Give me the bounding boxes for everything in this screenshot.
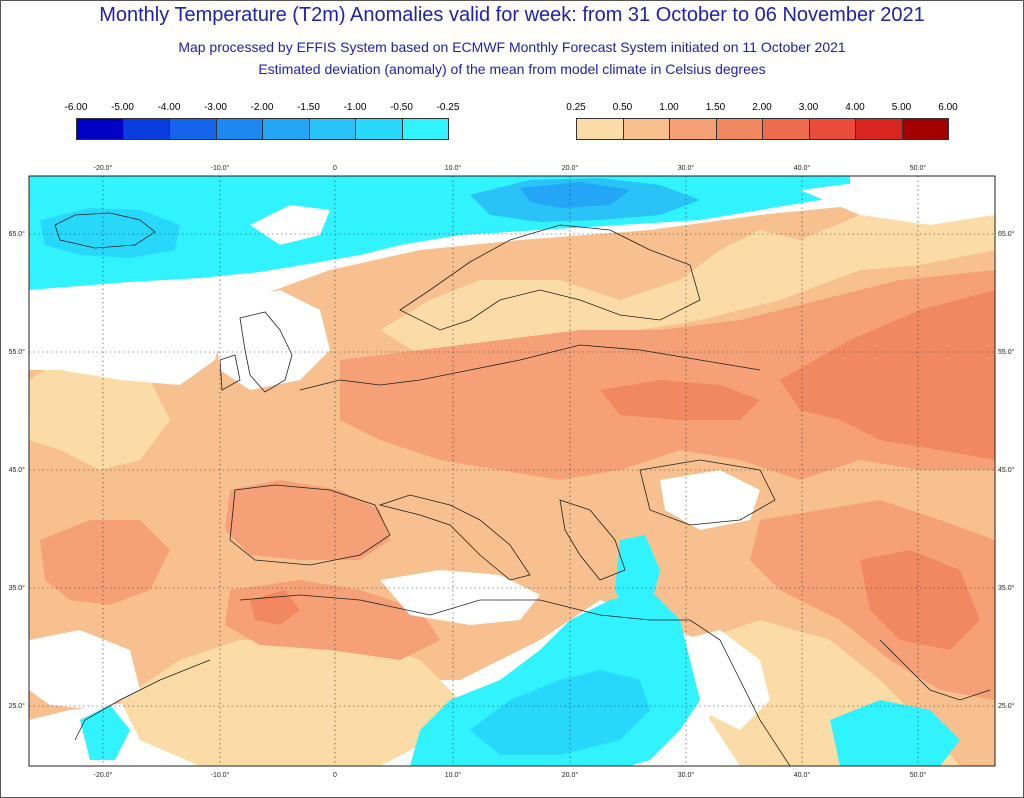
anomaly-region-cold-025-arabia [830,700,960,766]
longitude-tick-label: 50.0° [910,164,927,172]
anomaly-region-cold-025-mauritania [80,705,130,760]
colorbar-warm-label: 0.50 [612,102,633,113]
longitude-tick-label: 20.0° [562,771,579,779]
anomaly-region-warm-025-sahara [120,640,460,766]
latitude-labels-left: 65.0° 55.0° 45.0° 35.0° 25.0° [9,230,26,710]
colorbar-cold-label: -5.00 [111,102,134,113]
colorbar-cold-label: -2.00 [250,102,274,113]
anomaly-region-neutral-arctic-east [800,180,995,225]
longitude-tick-label: -20.0° [94,771,113,779]
colorbar-warm-label: 6.00 [938,102,958,113]
longitude-tick-label: 0 [333,772,337,779]
longitude-tick-label: 30.0° [678,164,695,172]
latitude-tick-label: 25.0° [998,702,1015,710]
longitude-labels-bottom: -20.0° -10.0° 0 10.0° 20.0° 30.0° 40.0° 50.0° [94,771,927,779]
colorbar-warm-label: 4.00 [845,102,865,113]
anomaly-region-cold-150-scandinavia [520,182,630,208]
longitude-tick-label: 40.0° [794,771,811,779]
map-border [28,175,996,767]
anomaly-region-warm-150-russia [780,290,995,460]
colorbar-cold-label: -3.00 [204,102,227,113]
latitude-tick-label: 55.0° [9,348,26,356]
anomaly-region-warm-025-north [380,215,995,355]
longitude-tick-label: 10.0° [445,164,462,172]
longitude-tick-label: 30.0° [678,771,695,779]
latitude-tick-label: 35.0° [998,584,1015,592]
map-title: Monthly Temperature (T2m) Anomalies vali… [99,4,925,26]
colorbar-warm-label: 5.00 [891,102,912,113]
anomaly-region-cold-025-ionian [615,535,660,620]
colorbar-warm-label: 1.50 [705,102,726,113]
colorbar-warm-label: 0.25 [566,102,586,113]
latitude-tick-label: 55.0° [998,348,1015,356]
latitude-labels-right: 65.0° 55.0° 45.0° 35.0° 25.0° [998,230,1015,710]
latitude-tick-label: 45.0° [998,466,1015,474]
longitude-tick-label: 20.0° [562,164,579,172]
anomaly-region-neutral-atlantic [29,280,230,385]
anomaly-region-warm-150-iran [860,550,980,650]
longitude-labels-top: -20.0° -10.0° 0 10.0° 20.0° 30.0° 40.0° 50.0° [94,164,927,172]
colorbar-cold-label: -6.00 [64,102,88,113]
coastlines [54,212,991,766]
map-plot-area [29,176,995,766]
longitude-tick-label: 0 [333,165,337,172]
anomaly-region-neutral-med [380,570,540,625]
anomaly-region-warm-025-atlantic [29,360,170,470]
latitude-tick-label: 65.0° [9,230,26,238]
colorbar-cold-label: -4.00 [157,102,181,113]
map-subtitle-units: Estimated deviation (anomaly) of the mea… [258,61,766,77]
anomaly-region-neutral-west-africa [29,630,140,710]
anomaly-region-neutral-north-atlantic [250,205,330,245]
anomaly-region-neutral-egypt [680,630,770,730]
latitude-tick-label: 45.0° [9,466,26,474]
latitude-tick-label: 35.0° [9,584,26,592]
colorbar-warm-label: 3.00 [798,102,819,113]
longitude-tick-label: -20.0° [94,164,113,172]
anomaly-region-neutral-uk [215,290,330,390]
latitude-tick-label: 25.0° [9,702,26,710]
map-subtitle-processing: Map processed by EFFIS System based on E… [178,39,846,55]
colorbar-warm-label: 1.00 [659,102,679,113]
graticule [29,176,995,766]
anomaly-region-warm-150-centraleurope [600,380,760,420]
colorbar-cold-label: -0.25 [436,102,460,113]
colorbar-cold-label: -1.50 [297,102,320,113]
colorbar-warm-label: 2.00 [752,102,772,113]
anomaly-region-warm-100-iberia [225,480,390,560]
longitude-tick-label: 50.0° [910,771,927,779]
colorbar-warm-swatch [901,118,949,140]
anomaly-region-neutral-blacksea [660,470,760,530]
anomaly-region-cold-050-libya [470,670,650,755]
anomaly-region-cold-050-iceland [40,208,180,258]
colorbar-cold-swatch [401,118,449,140]
anomaly-region-warm-150-morocco [250,590,300,625]
anomaly-region-warm-100-atlantic [40,520,170,605]
longitude-tick-label: 40.0° [794,164,811,172]
latitude-tick-label: 65.0° [998,230,1015,238]
colorbar-cold-label: -0.50 [390,102,413,113]
longitude-tick-label: -10.0° [211,164,230,172]
longitude-tick-label: 10.0° [445,771,462,779]
colorbar-cold-label: -1.00 [343,102,367,113]
longitude-tick-label: -10.0° [211,771,230,779]
anomaly-region-warm-100-europe [340,270,995,480]
